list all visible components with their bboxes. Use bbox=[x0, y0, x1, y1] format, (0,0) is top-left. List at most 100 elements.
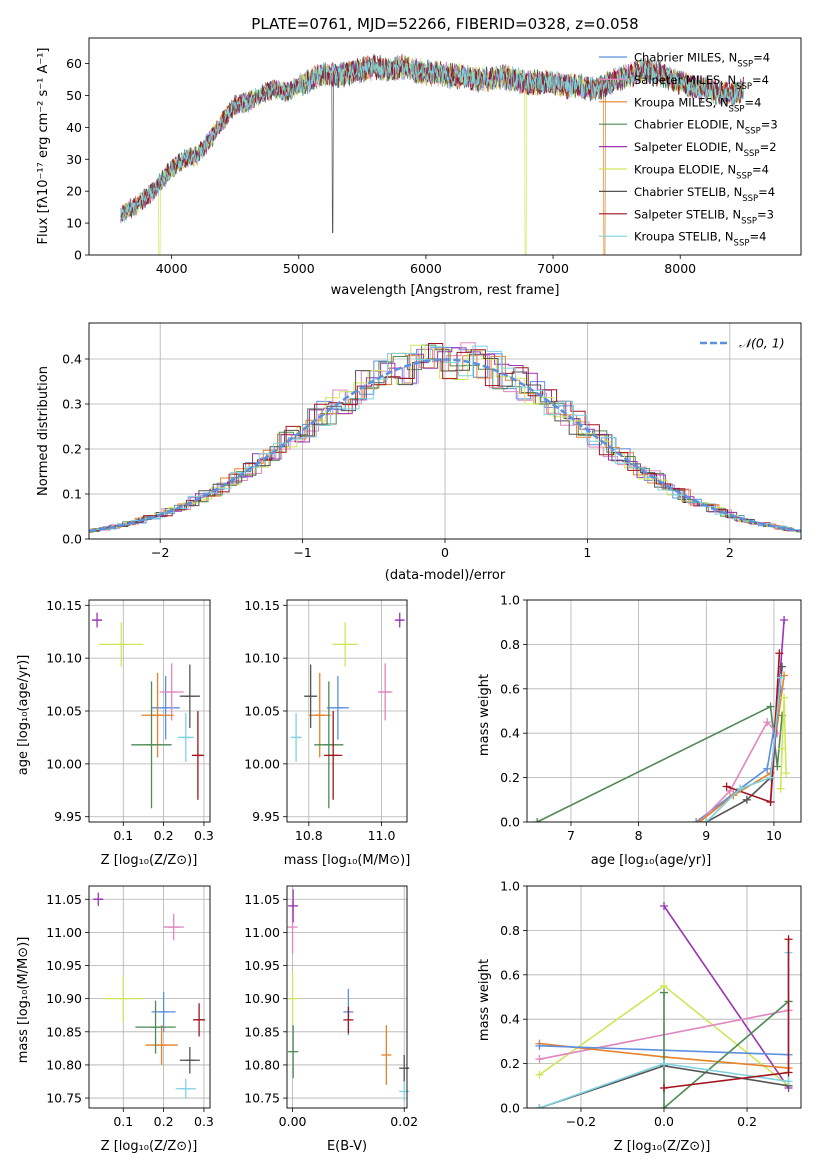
y-tick-label: 10.15 bbox=[46, 598, 82, 613]
point-kroupa-miles bbox=[145, 1025, 178, 1065]
residuals-ylabel: Normed distribution bbox=[36, 366, 51, 496]
x-tick-label: 4000 bbox=[156, 261, 188, 276]
x-tick-label: 0.2 bbox=[154, 828, 174, 843]
point-kroupa-elodie bbox=[287, 972, 298, 1026]
point-chabrier-stelib bbox=[304, 664, 318, 728]
weight-marker bbox=[660, 901, 668, 910]
y-tick-label: 20 bbox=[66, 184, 82, 199]
spectrum-line-kroupa-stelib bbox=[120, 57, 745, 223]
y-tick-label: 0.6 bbox=[500, 681, 520, 696]
weight-line-kroupa-elodie bbox=[779, 697, 787, 789]
weight-marker bbox=[784, 1068, 793, 1077]
x-tick-label: 6000 bbox=[410, 261, 442, 276]
weight-marker bbox=[780, 693, 789, 702]
weight-marker bbox=[736, 784, 745, 793]
y-tick-label: 0.8 bbox=[500, 637, 520, 652]
x-tick-label: 8000 bbox=[664, 261, 696, 276]
x-tick-label: 0.1 bbox=[113, 828, 133, 843]
mass-vs-extinction-panel: 0.00 0.02 10.75 10.80 10.85 10.90 10.95 11.00 11… bbox=[244, 885, 418, 1154]
y-tick-label: 11.00 bbox=[244, 925, 280, 940]
weight-vs-metallicity-ylabel: mass weight bbox=[477, 959, 492, 1041]
x-tick-label: −0.2 bbox=[566, 1114, 596, 1129]
residuals-panel: −2 −1 0 1 2 0.0 0.1 0.2 0.3 0.4 (data-model)/erro… bbox=[36, 322, 802, 583]
point-salpeter-miles bbox=[159, 663, 184, 721]
spectrum-panel: PLATE=0761, MJD=52266, FIBERID=0328, z=0… bbox=[36, 15, 802, 298]
weight-marker bbox=[763, 764, 772, 773]
point-chabrier-stelib bbox=[179, 1047, 200, 1074]
y-tick-label: 10.85 bbox=[46, 1024, 82, 1039]
x-tick-label: −1 bbox=[293, 545, 311, 560]
point-chabrier-elodie bbox=[131, 681, 172, 809]
axes-frame bbox=[88, 37, 802, 256]
x-tick-label: 0.00 bbox=[279, 1114, 307, 1129]
mass-vs-extinction-xlabel: E(B-V) bbox=[327, 1139, 367, 1154]
weight-line-chabrier-elodie bbox=[663, 992, 790, 1108]
axes-frame bbox=[526, 599, 802, 823]
y-tick-label: 10.75 bbox=[244, 1091, 280, 1106]
point-chabrier-miles bbox=[151, 676, 180, 740]
residuals-legend: 𝒩(0, 1) bbox=[700, 336, 785, 351]
age-vs-metallicity-plot: 0.1 0.2 0.3 9.95 10.00 10.05 10.10 10.15 bbox=[46, 598, 214, 843]
y-tick-label: 30 bbox=[66, 152, 82, 167]
y-tick-label: 0.1 bbox=[62, 487, 82, 502]
point-kroupa-stelib bbox=[399, 1081, 410, 1102]
residuals-xlabel: (data-model)/error bbox=[385, 568, 506, 583]
y-tick-label: 10.95 bbox=[244, 958, 280, 973]
mass-vs-metallicity-panel: 0.1 0.2 0.3 10.75 10.80 10.85 10.90 10.95 11.00 1… bbox=[16, 885, 214, 1154]
axes-frame bbox=[88, 885, 211, 1109]
point-kroupa-miles bbox=[381, 1025, 392, 1085]
weight-vs-age-xlabel: age [log₁₀(age/yr)] bbox=[591, 853, 712, 868]
y-tick-label: 10.00 bbox=[46, 756, 82, 771]
y-tick-label: 0.0 bbox=[62, 532, 82, 547]
point-salpeter-stelib bbox=[193, 1003, 206, 1037]
spectrum-plot-area: 4000 5000 6000 7000 8000 0 10 20 30 40 50 60 bbox=[66, 37, 802, 276]
y-tick-label: 10.90 bbox=[46, 991, 82, 1006]
x-tick-label: 2 bbox=[726, 545, 734, 560]
point-salpeter-elodie bbox=[92, 612, 103, 628]
point-chabrier-elodie bbox=[314, 681, 344, 809]
mass-vs-metallicity-ylabel: mass [log₁₀(M/M⊙)] bbox=[16, 937, 31, 1064]
x-tick-label: 0.3 bbox=[194, 1114, 214, 1129]
axes-frame bbox=[88, 599, 211, 823]
weight-marker bbox=[660, 1084, 668, 1093]
y-tick-label: 0.4 bbox=[62, 352, 82, 367]
weight-line-chabrier-elodie bbox=[536, 705, 783, 822]
legend-entry: Chabrier STELIB, NSSP=4 bbox=[634, 185, 775, 204]
point-chabrier-miles bbox=[327, 676, 349, 740]
point-kroupa-stelib bbox=[290, 713, 302, 762]
weight-marker bbox=[692, 818, 701, 822]
mass-vs-metallicity-plot: 0.1 0.2 0.3 10.75 10.80 10.85 10.90 10.95 11.00 1… bbox=[46, 885, 214, 1129]
y-tick-label: 60 bbox=[66, 56, 82, 71]
age-vs-mass-panel: 10.8 11.0 9.95 10.00 10.05 10.10 10.15 mass [l… bbox=[244, 598, 410, 868]
y-tick-label: 9.95 bbox=[252, 809, 280, 824]
weight-marker bbox=[742, 795, 751, 804]
y-tick-label: 11.00 bbox=[46, 925, 82, 940]
y-tick-label: 11.05 bbox=[244, 892, 280, 907]
point-kroupa-miles bbox=[141, 672, 174, 758]
point-chabrier-stelib bbox=[399, 1054, 410, 1082]
y-tick-label: 0.6 bbox=[500, 967, 520, 982]
age-vs-metallicity-ylabel: age [log₁₀(age/yr)] bbox=[16, 655, 31, 776]
weight-marker bbox=[535, 1055, 544, 1064]
weight-marker bbox=[533, 818, 542, 822]
y-tick-label: 10.75 bbox=[46, 1091, 82, 1106]
y-tick-label: 10.90 bbox=[244, 991, 280, 1006]
point-salpeter-miles bbox=[163, 913, 184, 941]
point-salpeter-miles bbox=[377, 663, 393, 721]
x-tick-label: 8 bbox=[635, 828, 643, 843]
point-kroupa-elodie bbox=[99, 622, 144, 667]
weight-marker bbox=[773, 762, 782, 771]
y-tick-label: 10.15 bbox=[244, 598, 280, 613]
point-chabrier-stelib bbox=[179, 664, 200, 728]
weight-marker bbox=[782, 769, 791, 778]
residuals-plot-area: −2 −1 0 1 2 0.0 0.1 0.2 0.3 0.4 bbox=[62, 322, 802, 560]
x-tick-label: 0.0 bbox=[654, 1114, 674, 1129]
legend-entry: Kroupa MILES, NSSP=4 bbox=[634, 95, 761, 114]
y-tick-label: 0.4 bbox=[500, 726, 520, 741]
y-tick-label: 10 bbox=[66, 216, 82, 231]
x-tick-label: 1 bbox=[583, 545, 591, 560]
y-tick-label: 10.00 bbox=[244, 756, 280, 771]
x-tick-label: 0.02 bbox=[390, 1114, 418, 1129]
x-tick-label: 7 bbox=[567, 828, 575, 843]
